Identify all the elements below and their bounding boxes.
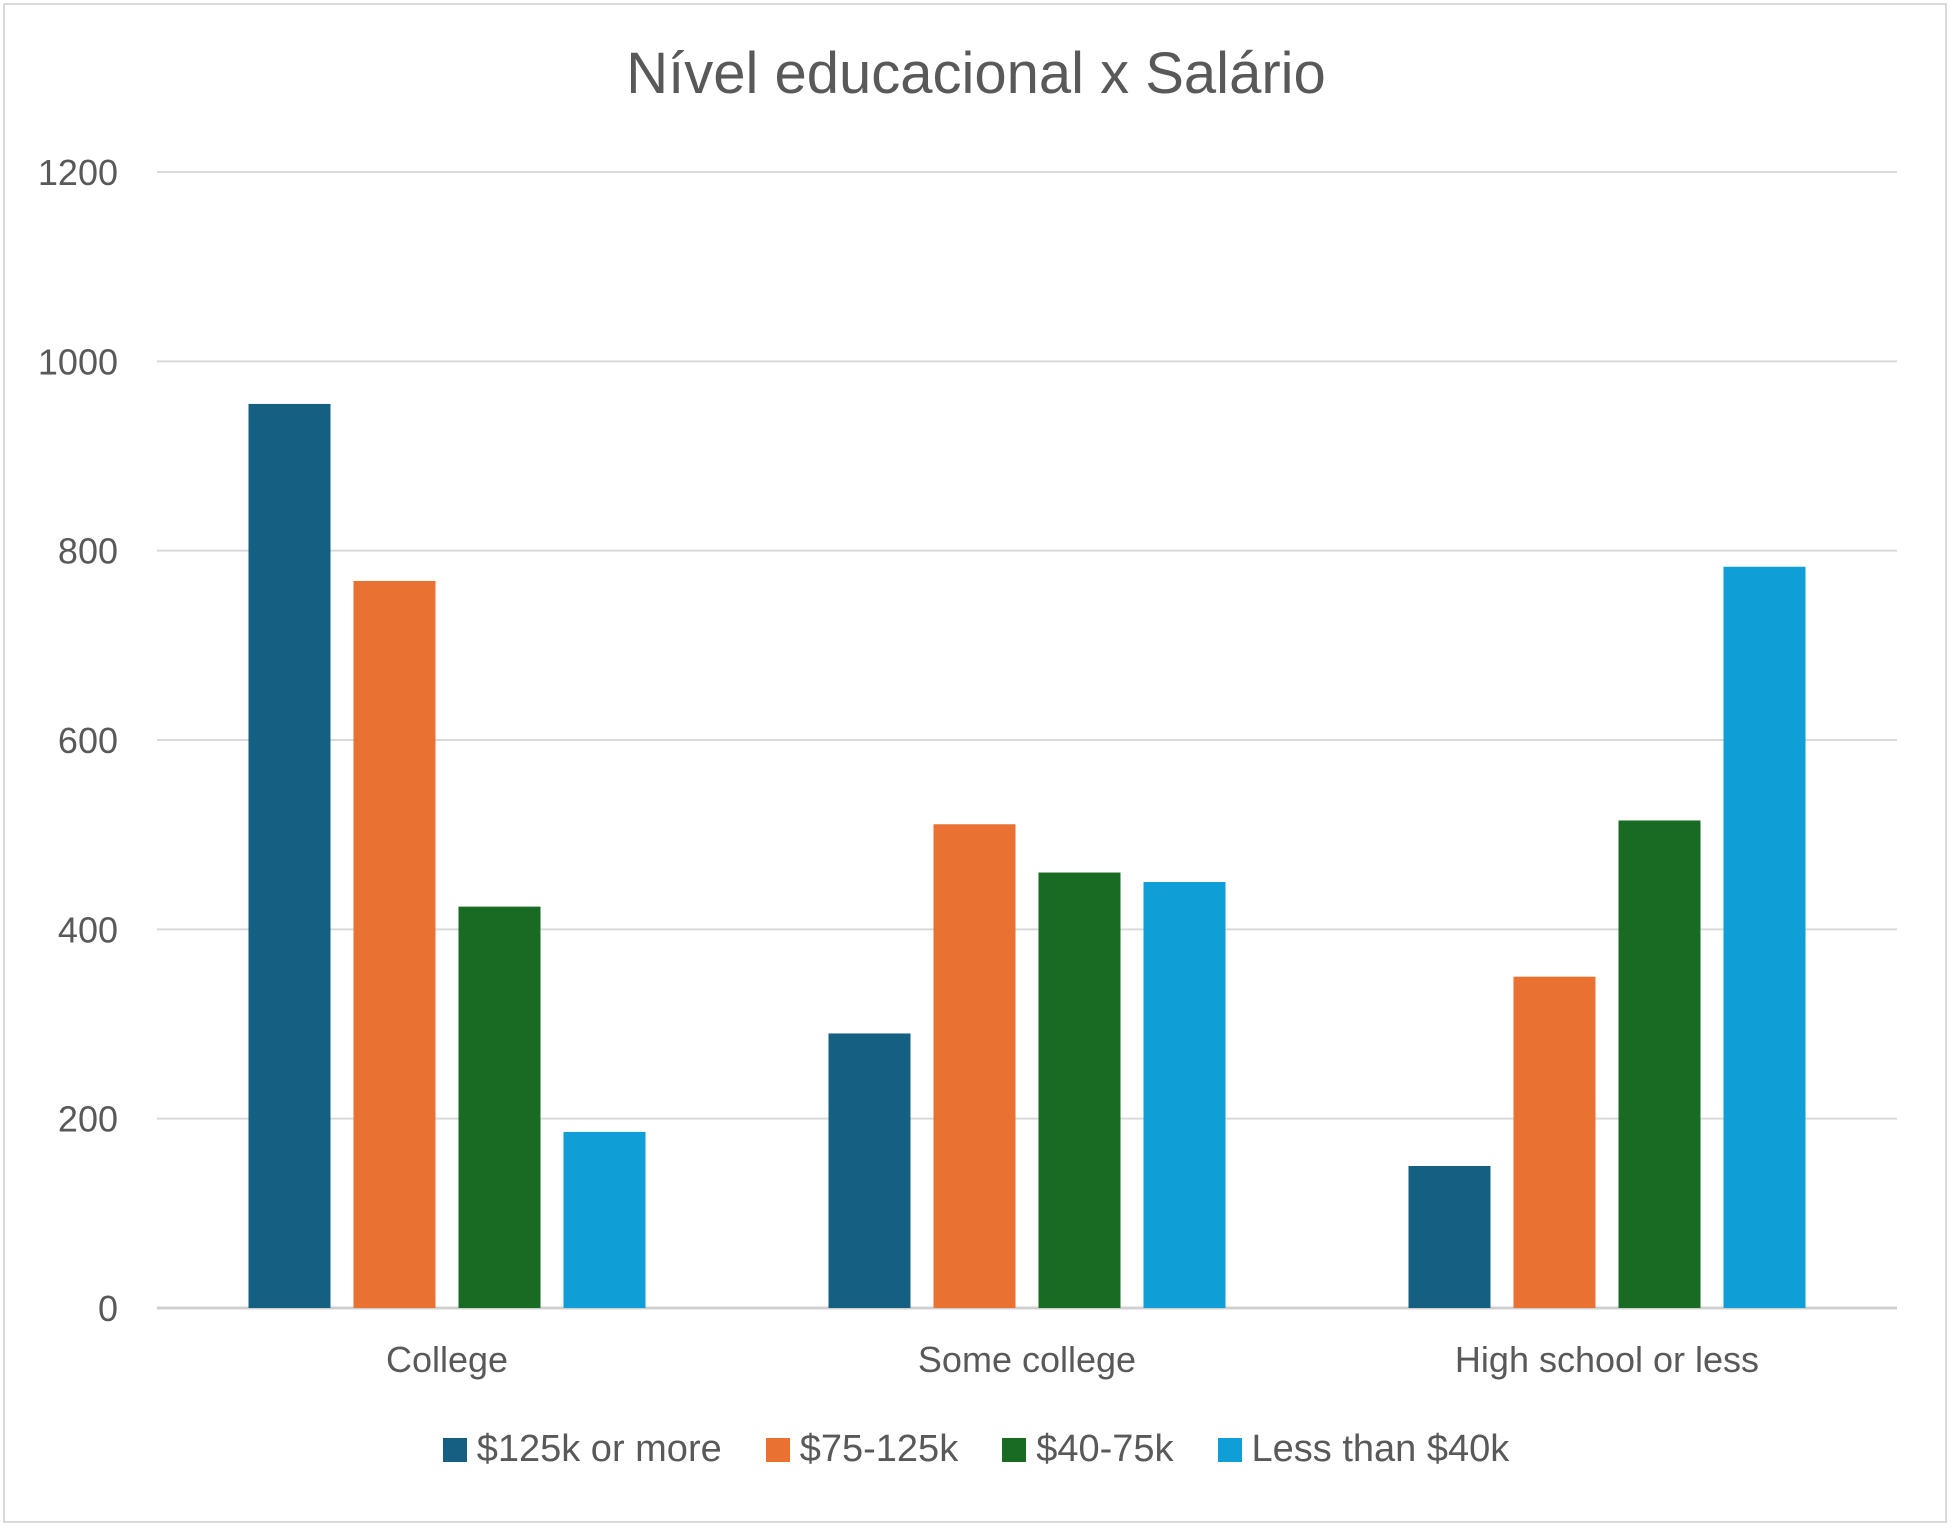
bars (248, 403, 1806, 1308)
bar (563, 1131, 646, 1308)
bar (828, 1033, 911, 1308)
y-axis-ticks: 0 200 400 600 800 1000 1200 (38, 152, 118, 1329)
bar (353, 580, 436, 1308)
x-tick-label: High school or less (1455, 1339, 1759, 1380)
bar (1513, 976, 1596, 1308)
legend-label: $40-75k (1036, 1428, 1174, 1470)
bar (1723, 566, 1806, 1308)
bar (1143, 882, 1226, 1308)
x-tick-label: College (386, 1339, 508, 1380)
legend-swatch (1002, 1437, 1027, 1462)
gridlines (157, 171, 1897, 1310)
y-tick-label: 1000 (38, 341, 118, 382)
legend-swatch (442, 1437, 467, 1462)
legend-swatch (1217, 1437, 1242, 1462)
x-tick-label: Some college (918, 1339, 1136, 1380)
legend-item: $75-125k (765, 1428, 959, 1471)
bar (933, 824, 1016, 1308)
legend-label: Less than $40k (1251, 1428, 1510, 1470)
bar (248, 403, 331, 1308)
y-tick-label: 1200 (38, 152, 118, 193)
bar (1038, 872, 1121, 1308)
legend-label: $75-125k (799, 1428, 959, 1470)
legend-label: $125k or more (476, 1428, 722, 1470)
bar (1618, 820, 1701, 1308)
x-axis-labels: College Some college High school or less (386, 1339, 1759, 1380)
legend-swatch (765, 1437, 790, 1462)
bar (1408, 1166, 1491, 1308)
legend-item: $40-75k (1002, 1428, 1174, 1471)
y-tick-label: 0 (98, 1288, 118, 1329)
chart-title: Nível educacional x Salário (626, 41, 1326, 106)
bar (458, 906, 541, 1308)
legend: $125k or more $75-125k $40-75k Less than $4… (0, 1428, 1952, 1471)
y-tick-label: 400 (58, 909, 118, 950)
legend-item: $125k or more (442, 1428, 722, 1471)
y-tick-label: 600 (58, 720, 118, 761)
legend-item: Less than $40k (1217, 1428, 1510, 1471)
y-tick-label: 200 (58, 1099, 118, 1140)
y-tick-label: 800 (58, 531, 118, 572)
